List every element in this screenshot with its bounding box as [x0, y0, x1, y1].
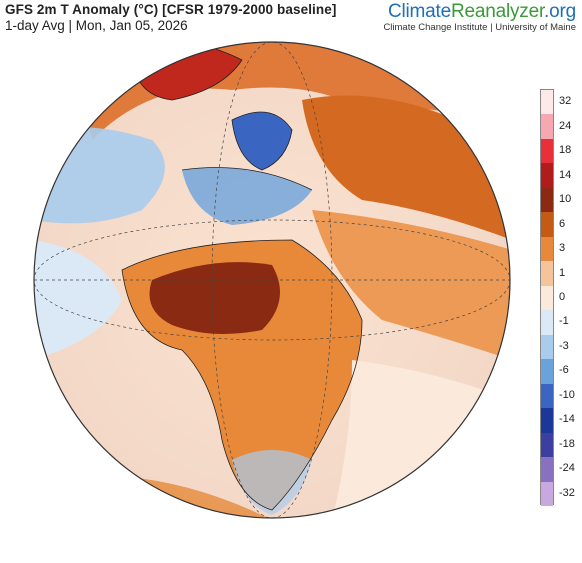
- asia-warm-region: [312, 210, 510, 360]
- colorbar-tick-label: 6: [559, 217, 566, 230]
- brand-part-climate: Climate: [387, 1, 451, 22]
- colorbar-swatch: [541, 212, 553, 238]
- colorbar-tick-label: -32: [559, 486, 575, 499]
- colorbar-swatch: [541, 359, 553, 385]
- colorbar-swatch: [541, 261, 553, 287]
- colorbar-swatch: [541, 236, 553, 262]
- colorbar-swatch: [541, 163, 553, 189]
- colorbar-swatch: [541, 334, 553, 360]
- colorbar-tick-label: 0: [559, 291, 566, 303]
- brand-subtitle: Climate Change Institute | University of…: [383, 22, 576, 33]
- colorbar-swatch: [541, 187, 553, 213]
- globe-map: [33, 41, 511, 519]
- colorbar-swatch: [541, 285, 553, 311]
- brand-part-reanalyzer: Reanalyzer: [450, 1, 545, 22]
- colorbar-tick-label: -10: [559, 388, 575, 401]
- colorbar-tick-label: -18: [559, 437, 575, 450]
- colorbar-swatch: [541, 408, 553, 434]
- colorbar-swatch: [541, 457, 553, 483]
- colorbar-tick-label: 32: [559, 95, 572, 108]
- colorbar-tick-label: 18: [559, 144, 572, 157]
- colorbar-tick-label: -24: [559, 462, 575, 475]
- colorbar-swatch: [541, 383, 553, 409]
- colorbar-swatch: [541, 481, 553, 507]
- map-subtitle: 1-day Avg | Mon, Jan 05, 2026: [5, 18, 188, 33]
- colorbar-swatch: [541, 432, 553, 458]
- colorbar-tick-label: 24: [559, 119, 572, 132]
- brand-block[interactable]: ClimateReanalyzer.org Climate Change Ins…: [383, 1, 576, 33]
- graticule: [34, 42, 510, 518]
- brand-part-org: .org: [544, 1, 576, 22]
- brand-logo-text[interactable]: ClimateReanalyzer.org: [383, 1, 576, 23]
- scandinavia-cold-region: [232, 112, 292, 170]
- colorbar-swatch: [541, 310, 553, 336]
- globe-outline: [33, 41, 511, 519]
- colorbar-tick-label: -1: [559, 315, 569, 328]
- colorbar-tick-label: 10: [559, 193, 572, 206]
- sahara-hot-region: [149, 262, 280, 334]
- map-title: GFS 2m T Anomaly (°C) [CFSR 1979-2000 ba…: [5, 2, 337, 17]
- colorbar-tick-label: -3: [559, 339, 569, 352]
- colorbar-swatch: [541, 90, 553, 115]
- europe-cool-region: [182, 167, 312, 225]
- colorbar-swatch: [541, 138, 553, 164]
- colorbar-tick-label: -6: [559, 364, 569, 377]
- colorbar-tick-label: 14: [559, 168, 572, 181]
- colorbar-tick-label: 1: [559, 266, 566, 279]
- colorbar-swatch: [541, 114, 553, 140]
- colorbar-tick-label: 3: [559, 242, 566, 255]
- colorbar-tick-label: -14: [559, 413, 575, 426]
- title-block: GFS 2m T Anomaly (°C) [CFSR 1979-2000 ba…: [5, 2, 336, 33]
- colorbar: [540, 89, 554, 507]
- atlantic-pale-region: [34, 240, 122, 360]
